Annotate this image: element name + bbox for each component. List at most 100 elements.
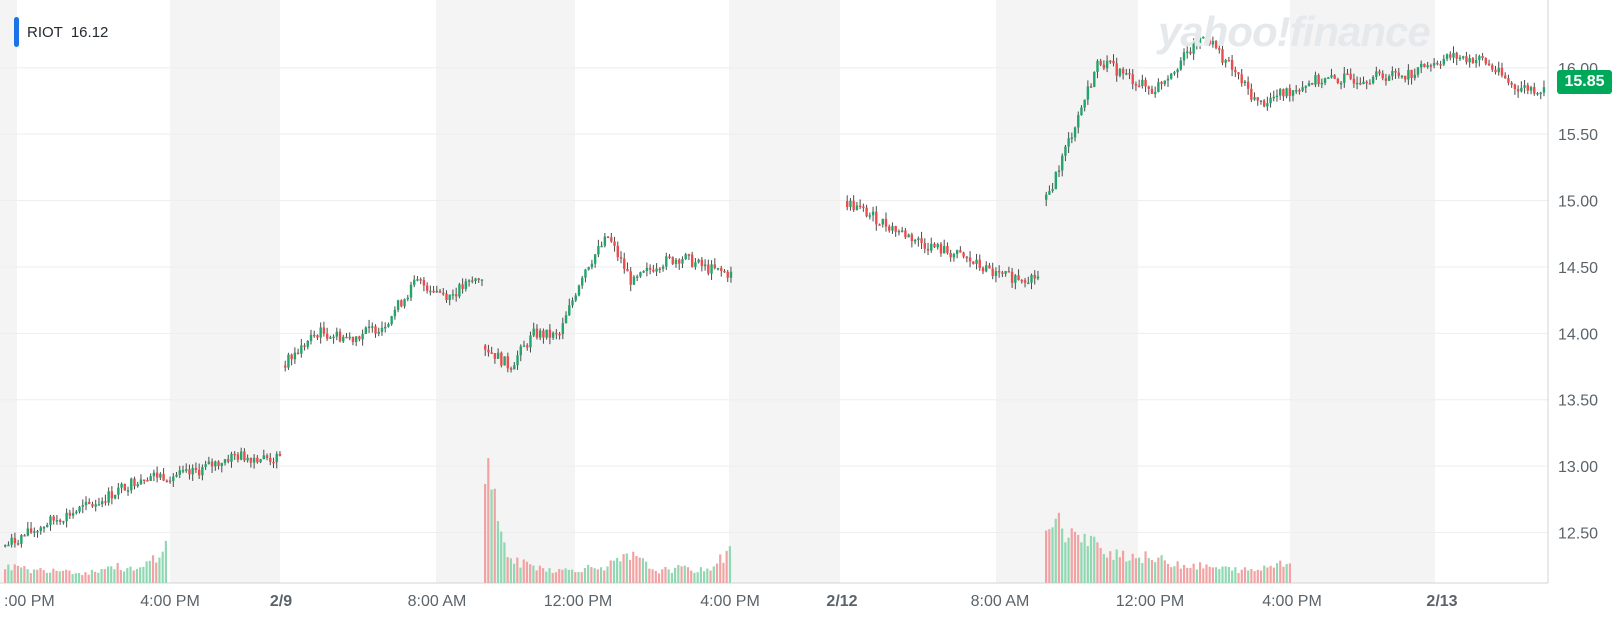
candle-body [1186, 51, 1189, 54]
candle-body [619, 257, 623, 259]
candle-body [590, 263, 594, 268]
candle-body [972, 261, 975, 264]
volume-bar [1163, 560, 1166, 583]
volume-bar [1221, 566, 1224, 583]
volume-bar [1269, 565, 1272, 583]
candle-body [1394, 70, 1397, 73]
candle-body [933, 243, 936, 248]
volume-bar [1154, 562, 1157, 583]
volume-bar [1073, 531, 1077, 583]
volume-bar [1048, 529, 1051, 583]
candle-body [1221, 49, 1224, 63]
volume-bar [686, 567, 690, 583]
volume-bar [1176, 561, 1179, 583]
candle-body [661, 266, 665, 269]
candle-body [930, 243, 933, 251]
candle-body [623, 258, 626, 269]
candle-body [422, 280, 426, 286]
candle-body [684, 254, 687, 260]
candle-body [991, 268, 994, 277]
volume-bar [570, 569, 574, 583]
volume-bar [36, 569, 39, 583]
candle-body [1471, 58, 1475, 64]
candle-body [1230, 60, 1234, 70]
yahoo-finance-watermark: yahoo!finance [1158, 8, 1431, 55]
volume-bar [29, 573, 32, 583]
last-price-tag: 15.85 [1557, 70, 1612, 94]
candle-body [532, 328, 535, 336]
candle-body [464, 281, 468, 289]
candle-body [390, 316, 393, 325]
volume-bar [529, 564, 532, 583]
candle-body [639, 272, 642, 277]
candle-body [1118, 68, 1122, 76]
candle-body [1539, 92, 1542, 95]
candle-body [946, 246, 949, 254]
candle-body [110, 491, 114, 499]
candle-body [1134, 84, 1138, 86]
candle-body [1051, 189, 1054, 192]
volume-bar [119, 570, 122, 583]
candle-body [155, 472, 159, 478]
candle-body [429, 290, 432, 293]
volume-bar [583, 568, 587, 583]
volume-bar [1182, 564, 1186, 583]
volume-bar [1189, 567, 1192, 583]
volume-bar [1105, 557, 1109, 583]
candle-body [1010, 271, 1014, 283]
candle-body [1462, 56, 1465, 58]
candle-body [393, 309, 397, 317]
candle-body [884, 218, 888, 227]
candle-body [1362, 81, 1365, 84]
candle-body [396, 300, 400, 310]
candle-body [574, 295, 577, 301]
candle-body [1246, 81, 1250, 89]
candle-body [616, 245, 619, 258]
candle-body [610, 237, 613, 242]
volume-bar [1150, 560, 1154, 583]
candle-body [1397, 72, 1400, 76]
volume-bar [516, 557, 519, 583]
volume-bar [122, 571, 126, 583]
volume-bar [16, 565, 20, 583]
volume-bar [1275, 563, 1279, 583]
candle-body [875, 211, 878, 225]
candle-body [994, 271, 998, 277]
candle-body [716, 268, 720, 270]
volume-bar [132, 570, 135, 583]
candle-body [1542, 87, 1546, 93]
volume-bar [606, 566, 609, 583]
volume-bar [1128, 560, 1131, 583]
volume-bar [1218, 569, 1221, 583]
candle-body [1259, 100, 1263, 102]
candle-body [20, 535, 23, 544]
candle-body [1378, 71, 1381, 74]
volume-bar [651, 569, 654, 583]
volume-bar [49, 572, 52, 583]
candle-body [720, 268, 723, 271]
candle-body [988, 265, 991, 269]
candle-body [674, 259, 678, 264]
candle-body [1182, 52, 1186, 61]
candle-body [1452, 52, 1455, 58]
candle-body [1007, 271, 1011, 273]
candle-body [4, 545, 7, 547]
candle-body [1192, 41, 1195, 54]
candle-body [480, 279, 484, 281]
candle-body [1439, 64, 1442, 66]
candle-body [613, 241, 616, 246]
volume-bar [535, 570, 538, 583]
candle-body [635, 276, 639, 278]
candle-body [278, 453, 282, 456]
candle-body [358, 336, 361, 340]
candle-body [871, 211, 875, 216]
candle-body [687, 254, 691, 256]
candle-body [690, 254, 694, 267]
candle-body [91, 504, 94, 507]
candle-body [652, 269, 655, 272]
volume-bar [1263, 565, 1266, 583]
series-legend[interactable]: RIOT 16.12 [14, 17, 108, 47]
volume-bar [1102, 554, 1105, 583]
